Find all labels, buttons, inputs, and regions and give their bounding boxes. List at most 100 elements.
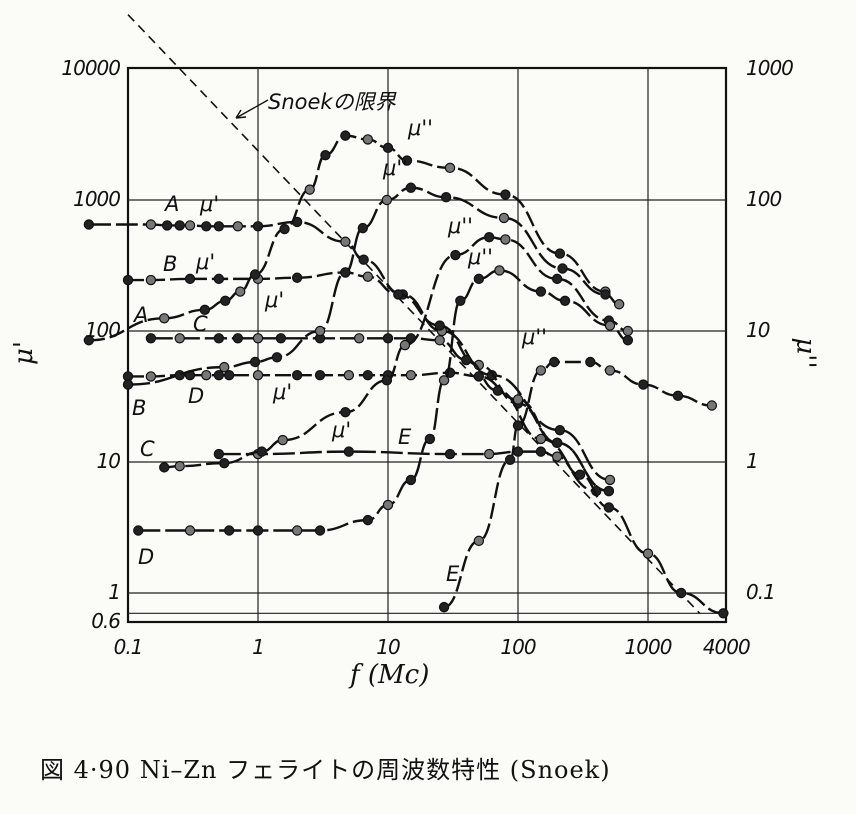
curve-label-e: E — [446, 562, 460, 586]
data-point — [450, 249, 461, 261]
data-point — [574, 469, 586, 480]
snoek-limit-label: Snoekの限界 — [268, 90, 396, 114]
data-point — [220, 295, 231, 307]
data-point — [353, 333, 365, 344]
y-left-tick-label: 10000 — [61, 56, 121, 80]
data-point — [184, 273, 196, 285]
series-line-d-mu-double-prime — [138, 269, 629, 532]
y-left-axis-title: μ' — [9, 340, 40, 366]
data-point — [145, 333, 157, 344]
mu-prime-label: μ' — [196, 250, 216, 274]
data-point — [184, 220, 196, 231]
data-point — [184, 525, 196, 536]
data-point — [362, 134, 374, 145]
mu-double-prime-label: μ'' — [383, 156, 408, 180]
data-point — [291, 272, 303, 283]
data-point — [340, 236, 351, 247]
data-point — [473, 535, 485, 547]
data-point — [291, 369, 303, 381]
data-point — [219, 457, 230, 469]
data-point — [405, 182, 417, 193]
data-point — [199, 304, 211, 316]
data-point — [557, 263, 568, 274]
data-point — [494, 265, 505, 276]
data-point — [232, 221, 244, 232]
data-point — [512, 420, 524, 431]
curve-label-d: D — [188, 384, 205, 408]
data-point — [461, 354, 472, 366]
data-point — [440, 192, 452, 203]
series-line-b-mu-double-prime — [127, 186, 620, 386]
data-point — [405, 369, 417, 381]
curve-label-e: E — [398, 425, 412, 449]
data-point — [213, 221, 225, 232]
data-point — [174, 460, 185, 472]
data-point — [434, 335, 445, 346]
x-tick-label: 100 — [500, 635, 536, 659]
y-right-tick-label: 0.1 — [746, 580, 776, 604]
data-point — [219, 361, 230, 373]
data-point — [213, 448, 225, 460]
data-point — [559, 295, 571, 307]
data-point — [161, 220, 173, 231]
y-right-tick-label: 1000 — [746, 56, 794, 80]
data-point — [201, 369, 212, 381]
data-point — [340, 130, 351, 141]
data-point — [622, 325, 634, 337]
data-point — [535, 286, 547, 297]
data-point — [252, 525, 264, 536]
data-point — [256, 446, 268, 457]
curve-label-c: C — [193, 312, 208, 336]
data-point — [613, 299, 625, 310]
data-point — [122, 274, 134, 286]
data-point — [706, 400, 718, 411]
data-point — [358, 254, 369, 265]
data-point — [223, 525, 235, 536]
series-line-c-mu-double-prime — [164, 236, 629, 469]
data-point — [213, 333, 225, 344]
data-point — [235, 286, 246, 297]
data-point — [159, 313, 170, 324]
data-point — [304, 184, 315, 195]
data-point — [535, 433, 547, 445]
data-point — [604, 320, 616, 331]
figure-caption: 図 4·90 Ni–Zn フェライトの周波数特性 (Snoek) — [40, 756, 611, 784]
mu-double-prime-label: μ'' — [468, 245, 493, 269]
data-point — [638, 379, 649, 390]
data-point — [492, 385, 504, 396]
x-tick-label: 0.1 — [113, 635, 144, 659]
data-point — [340, 267, 351, 278]
x-tick-label: 10 — [376, 635, 400, 659]
data-point — [133, 525, 144, 536]
data-point — [381, 194, 393, 206]
data-point — [314, 325, 326, 337]
mu-double-prime-label: μ'' — [448, 214, 473, 238]
y-right-tick-label: 1 — [746, 449, 759, 473]
data-point — [122, 379, 134, 390]
data-point — [145, 371, 157, 382]
data-point — [498, 212, 510, 224]
data-point — [483, 448, 495, 460]
mu-prime-label: μ' — [332, 418, 352, 442]
data-point — [642, 548, 654, 559]
data-point — [473, 371, 485, 382]
data-point — [314, 369, 326, 381]
x-tick-label: 1000 — [624, 635, 673, 659]
data-point — [551, 451, 563, 462]
curve-label-a: A — [165, 192, 180, 216]
data-point — [213, 273, 225, 285]
curve-label-b: B — [132, 396, 147, 420]
curve-label-c: C — [140, 437, 155, 461]
data-point — [314, 525, 326, 536]
data-point — [551, 273, 563, 285]
data-point — [405, 474, 417, 486]
series-line-c-mu-prime — [150, 337, 597, 493]
data-point — [232, 333, 244, 344]
data-point — [145, 274, 157, 286]
data-point — [174, 220, 185, 231]
mu-prime-label: μ' — [265, 288, 285, 312]
data-point — [291, 525, 303, 536]
data-point — [343, 369, 355, 381]
y-left-tick-label: 1 — [108, 580, 121, 604]
